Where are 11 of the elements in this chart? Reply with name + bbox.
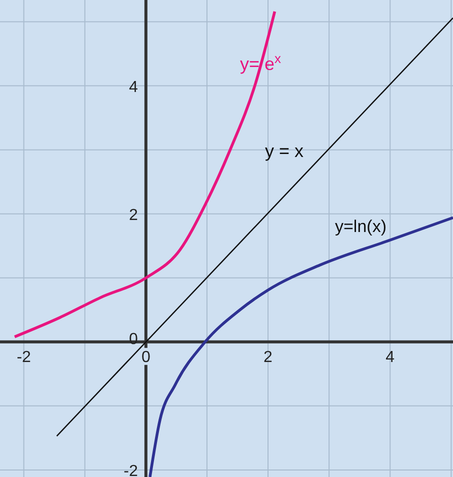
line-series [148, 216, 453, 477]
y-tick-label: -2 [124, 462, 138, 477]
x-tick-label: 4 [386, 348, 395, 366]
annotation: y= e$^{x}$ [240, 50, 282, 74]
y-tick-label: 4 [129, 78, 138, 96]
y-tick-label: 2 [129, 206, 138, 224]
x-tick-label: 2 [264, 348, 273, 366]
x-tick-label: 0 [141, 348, 150, 366]
annotation: y=ln(x) [335, 217, 386, 236]
annotation: y = x [265, 141, 304, 161]
x-tick-label: -2 [16, 348, 32, 366]
